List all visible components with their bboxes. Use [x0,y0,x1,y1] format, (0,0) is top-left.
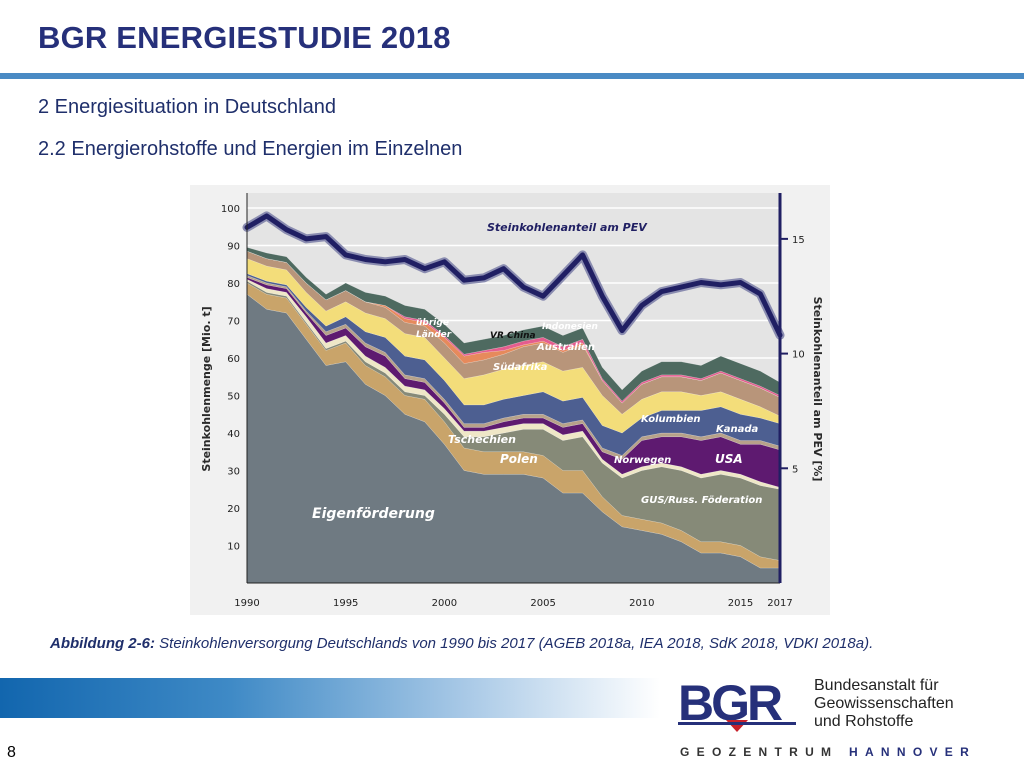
pev-point [720,284,722,286]
y-tick-label: 60 [227,354,240,365]
org-line-2: Geowissenschaften [814,695,954,712]
footer-gradient-bar [0,678,660,718]
y2-tick-label: 15 [792,235,805,246]
y-tick-label: 80 [227,279,240,290]
y-tick-label: 10 [227,542,240,553]
pev-point [740,281,742,283]
pev-point [503,268,505,270]
label-australien: Australien [536,342,595,353]
y-tick-label: 40 [227,429,240,440]
label-eigenfoerderung: Eigenförderung [312,506,435,522]
caption-text: Steinkohlenversorgung Deutschlands von 1… [155,635,874,652]
y-tick-label: 70 [227,317,240,328]
area-labels: Eigenförderung Polen Tschechien Südafrik… [312,221,762,522]
pev-point [404,259,406,261]
x-tick-label: 2015 [728,598,753,609]
label-kanada: Kanada [716,424,759,435]
slide-title: BGR ENERGIESTUDIE 2018 [38,20,451,55]
y-tick-label: 50 [227,392,240,403]
logo-underline [678,722,796,725]
pev-point [463,279,465,281]
y2-axis-label: Steinkohlenanteil am PEV [%] [811,297,824,482]
label-gus: GUS/Russ. Föderation [641,495,762,506]
y-tick-label: 30 [227,467,240,478]
pev-point [601,295,603,297]
label-kolumbien: Kolumbien [641,414,701,425]
pev-point [424,268,426,270]
pev-point [641,304,643,306]
pev-point [325,236,327,238]
label-polen: Polen [500,452,538,466]
axes [246,193,782,584]
y2-tick-label: 5 [792,464,798,475]
geozentrum-tagline: GEOZENTRUM HANNOVER [680,745,976,759]
y2-tick-label: 10 [792,350,805,361]
bgr-logo-mark: BGR [678,675,796,732]
subsection-heading: 2.2 Energierohstoffe und Energien im Ein… [38,138,463,160]
pev-point [621,330,623,332]
pev-point [364,259,366,261]
label-tschechien: Tschechien [448,433,516,446]
y-tick-label: 100 [221,204,240,215]
pev-point [384,261,386,263]
tagline-hannover: HANNOVER [848,745,977,759]
pev-line [244,213,783,338]
x-tick-label: 1995 [333,598,358,609]
chart-svg: 10 20 30 40 50 60 70 80 90 100 5 10 15 1990 1995 2000 20… [190,185,830,615]
pev-point [582,254,584,256]
y-tick-label: 90 [227,242,240,253]
org-name: Bundesanstalt für Geowissenschaften und … [814,677,954,731]
coal-supply-chart: 10 20 30 40 50 60 70 80 90 100 5 10 15 1990 1995 2000 20… [190,185,830,615]
pev-point [266,215,268,217]
pev-point [483,277,485,279]
label-usa: USA [715,452,743,466]
y-tick-label: 20 [227,504,240,515]
pev-point [345,254,347,256]
x-tick-label: 2005 [530,598,555,609]
pev-point [305,238,307,240]
label-pev-line: Steinkohlenanteil am PEV [487,221,648,234]
pev-point [542,295,544,297]
pev-share-line [242,211,785,340]
x-tick-label: 1990 [234,598,259,609]
pev-point [443,261,445,263]
pev-point [522,286,524,288]
pev-point [700,281,702,283]
pev-point [661,291,663,293]
label-laender: Länder [416,330,452,340]
bgr-logo: BGR [676,675,806,739]
x-tick-label: 2017 [767,598,792,609]
tagline-geozentrum: GEOZENTRUM [680,745,839,759]
org-line-1: Bundesanstalt für [814,677,939,694]
pev-point [680,286,682,288]
pev-point [562,275,564,277]
label-indonesien: Indonesien [542,322,598,332]
label-vr-china: VR China [490,331,536,341]
pev-point [285,229,287,231]
label-uebrige: übrige [416,318,449,328]
figure-caption: Abbildung 2-6: Steinkohlenversorgung Deu… [50,635,873,652]
y-axis-label: Steinkohlenmenge [Mio. t] [200,306,213,471]
org-line-3: und Rohstoffe [814,713,914,730]
page-number: 8 [7,744,16,761]
pev-point [759,293,761,295]
section-heading: 2 Energiesituation in Deutschland [38,96,336,118]
label-suedafrika: Südafrika [493,362,548,373]
title-divider [0,73,1024,79]
x-tick-label: 2010 [629,598,654,609]
label-norwegen: Norwegen [614,455,671,466]
caption-prefix: Abbildung 2-6: [50,635,155,652]
x-tick-label: 2000 [432,598,457,609]
tick-labels: 10 20 30 40 50 60 70 80 90 100 5 10 15 1990 1995 2000 20… [221,204,805,609]
